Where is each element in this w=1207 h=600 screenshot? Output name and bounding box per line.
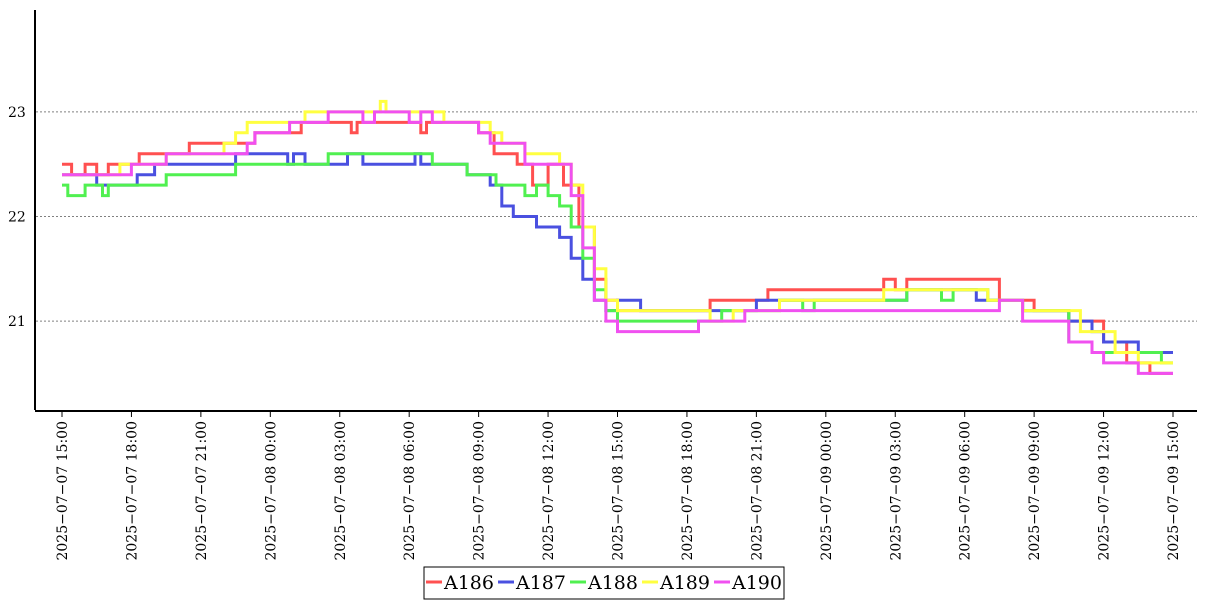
legend-label-a188: A188 [587, 572, 638, 594]
x-tick-label: 2025−07−08 06:00 [402, 421, 418, 561]
y-tick-label: 21 [8, 314, 26, 330]
x-tick-label: 2025−07−09 15:00 [1166, 421, 1182, 561]
x-tick-label: 2025−07−08 03:00 [333, 421, 349, 561]
legend-label-a186: A186 [443, 572, 494, 594]
x-tick-label: 2025−07−08 18:00 [680, 421, 696, 561]
x-tick-labels: 2025−07−07 15:00 2025−07−07 18:00 2025−07−… [55, 411, 1182, 561]
series-line-a186 [62, 120, 1173, 375]
series-line-a190 [62, 110, 1173, 375]
legend-items: A186 A187 A188 A189 A190 [426, 572, 782, 594]
x-tick-label: 2025−07−08 09:00 [472, 421, 488, 561]
x-tick-label: 2025−07−08 12:00 [541, 421, 557, 561]
x-tick-label: 2025−07−09 12:00 [1097, 421, 1113, 561]
legend-label-a190: A190 [731, 572, 782, 594]
x-tick-label: 2025−07−08 15:00 [611, 421, 627, 561]
y-tick-label: 23 [8, 105, 26, 121]
x-tick-label: 2025−07−08 00:00 [263, 421, 279, 561]
x-tick-label: 2025−07−07 15:00 [55, 421, 71, 561]
x-tick-label: 2025−07−07 21:00 [194, 421, 210, 561]
x-tick-label: 2025−07−07 18:00 [124, 421, 140, 561]
y-tick-label: 22 [8, 210, 26, 226]
legend: A186 A187 A188 A189 A190 [423, 566, 785, 600]
x-tick-label: 2025−07−08 21:00 [749, 421, 765, 561]
legend-label-a189: A189 [659, 572, 710, 594]
axes [34, 10, 1197, 412]
x-tick-label: 2025−07−09 00:00 [819, 421, 835, 561]
y-tick-labels: 21 22 23 [8, 105, 26, 330]
series-lines [62, 99, 1173, 375]
x-tick-label: 2025−07−09 09:00 [1027, 421, 1043, 561]
legend-label-a187: A187 [515, 572, 566, 594]
x-tick-label: 2025−07−09 03:00 [888, 421, 904, 561]
x-tick-label: 2025−07−09 06:00 [958, 421, 974, 561]
